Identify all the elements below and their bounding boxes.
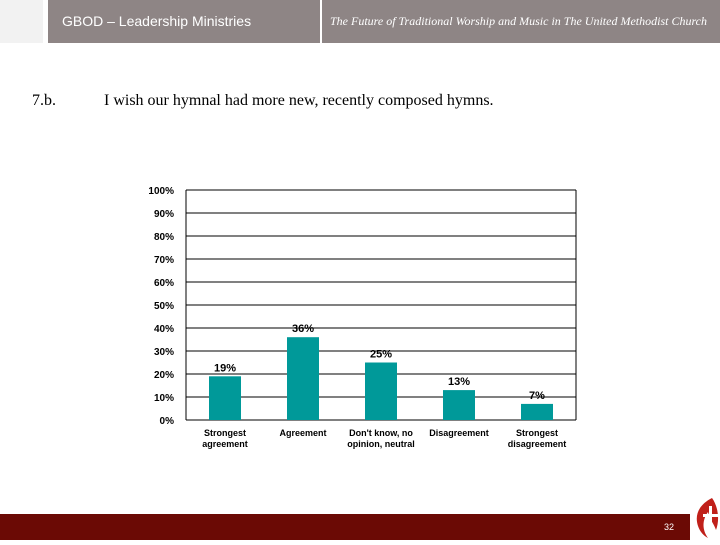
- data-label: 13%: [448, 376, 470, 388]
- y-tick-label: 90%: [154, 209, 174, 220]
- x-category-label: Agreement: [279, 428, 326, 438]
- y-tick-label: 50%: [154, 301, 174, 312]
- bar-chart: 0% 10% 20% 30% 40% 50% 60% 70% 80% 90% 100% 19% Stro…: [148, 186, 577, 449]
- bar: [365, 362, 397, 420]
- header-accent-block: [0, 0, 43, 43]
- data-label: 36%: [292, 323, 314, 335]
- question-number: 7.b.: [32, 92, 56, 109]
- y-tick-label: 10%: [154, 393, 174, 404]
- bar: [443, 390, 475, 420]
- header-left-panel: [48, 0, 320, 43]
- x-category-label: opinion, neutral: [347, 439, 415, 449]
- y-tick-label: 40%: [154, 324, 174, 335]
- y-tick-label: 0%: [160, 416, 175, 427]
- data-label: 19%: [214, 362, 236, 374]
- x-category-label: Strongest: [204, 428, 246, 438]
- data-label: 7%: [529, 390, 545, 402]
- org-name: GBOD – Leadership Ministries: [62, 13, 252, 29]
- x-category-label: Don't know, no: [349, 428, 413, 438]
- footer-bar: [0, 514, 720, 540]
- bar: [521, 403, 553, 420]
- page-number: 32: [664, 522, 675, 532]
- header-right-panel: [320, 0, 720, 43]
- x-category-label: Disagreement: [429, 428, 489, 438]
- document-title: The Future of Traditional Worship and Mu…: [330, 14, 708, 28]
- x-category-label: Strongest: [516, 428, 558, 438]
- header-divider: [320, 0, 322, 43]
- y-tick-label: 20%: [154, 370, 174, 381]
- x-category-label: disagreement: [508, 439, 567, 449]
- cross-and-flame-icon: [696, 498, 719, 538]
- y-tick-label: 100%: [148, 186, 174, 197]
- x-category-label: agreement: [202, 439, 248, 449]
- bar: [209, 376, 241, 420]
- bar: [287, 337, 319, 420]
- header-bar: GBOD – Leadership Ministries The Future …: [0, 0, 720, 43]
- y-tick-label: 60%: [154, 278, 174, 289]
- y-tick-label: 80%: [154, 232, 174, 243]
- logo: [690, 496, 720, 540]
- data-label: 25%: [370, 349, 392, 361]
- y-tick-label: 30%: [154, 347, 174, 358]
- question-text: I wish our hymnal had more new, recently…: [104, 92, 494, 109]
- y-tick-label: 70%: [154, 255, 174, 266]
